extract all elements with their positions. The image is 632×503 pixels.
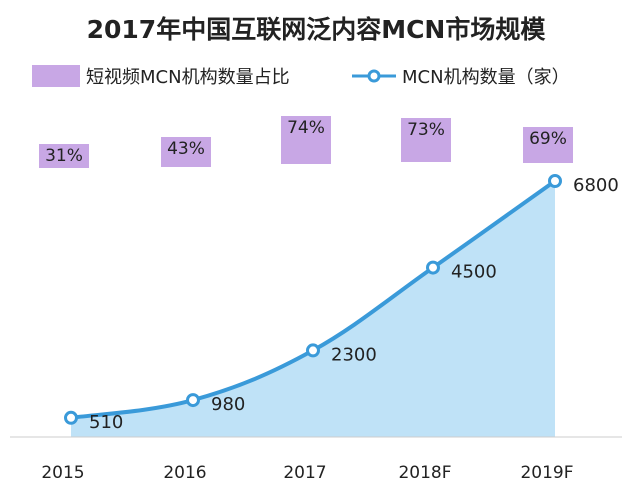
x-tick-label: 2018F (398, 463, 451, 483)
bar (281, 116, 331, 164)
bar-label: 69% (529, 129, 567, 149)
bar (161, 137, 211, 167)
legend-bar-label: 短视频MCN机构数量占比 (86, 67, 290, 88)
line-value-label: 510 (89, 412, 123, 433)
legend-bar-swatch (32, 65, 80, 87)
legend-item-line: MCN机构数量（家） (350, 62, 570, 90)
line-point (426, 260, 440, 275)
bar (523, 127, 573, 163)
bar (39, 144, 89, 168)
legend-line-label: MCN机构数量（家） (402, 67, 570, 88)
line-point (548, 174, 562, 188)
line-area-fill (71, 181, 555, 437)
line-point (306, 343, 320, 358)
legend-item-bar: 短视频MCN机构数量占比 (32, 62, 290, 90)
legend: 短视频MCN机构数量占比 MCN机构数量（家） (22, 62, 632, 90)
bar-label: 43% (167, 139, 205, 159)
bar-label: 74% (287, 118, 325, 138)
chart-title: 2017年中国互联网泛内容MCN市场规模 (86, 15, 546, 44)
line-value-label: 4500 (451, 262, 497, 283)
line-value-label: 6800 (573, 175, 619, 196)
bar-label: 31% (45, 146, 83, 166)
legend-line-swatch (352, 69, 396, 83)
line-point (64, 410, 78, 425)
bar-label: 73% (407, 120, 445, 140)
x-tick-label: 2015 (41, 463, 84, 483)
line-value-label: 2300 (331, 344, 377, 365)
x-tick-label: 2017 (283, 463, 326, 483)
line-point (186, 393, 200, 408)
bar (401, 118, 451, 162)
line-value-label: 980 (211, 394, 245, 415)
x-tick-label: 2016 (163, 463, 206, 483)
x-tick-label: 2019F (520, 463, 573, 483)
